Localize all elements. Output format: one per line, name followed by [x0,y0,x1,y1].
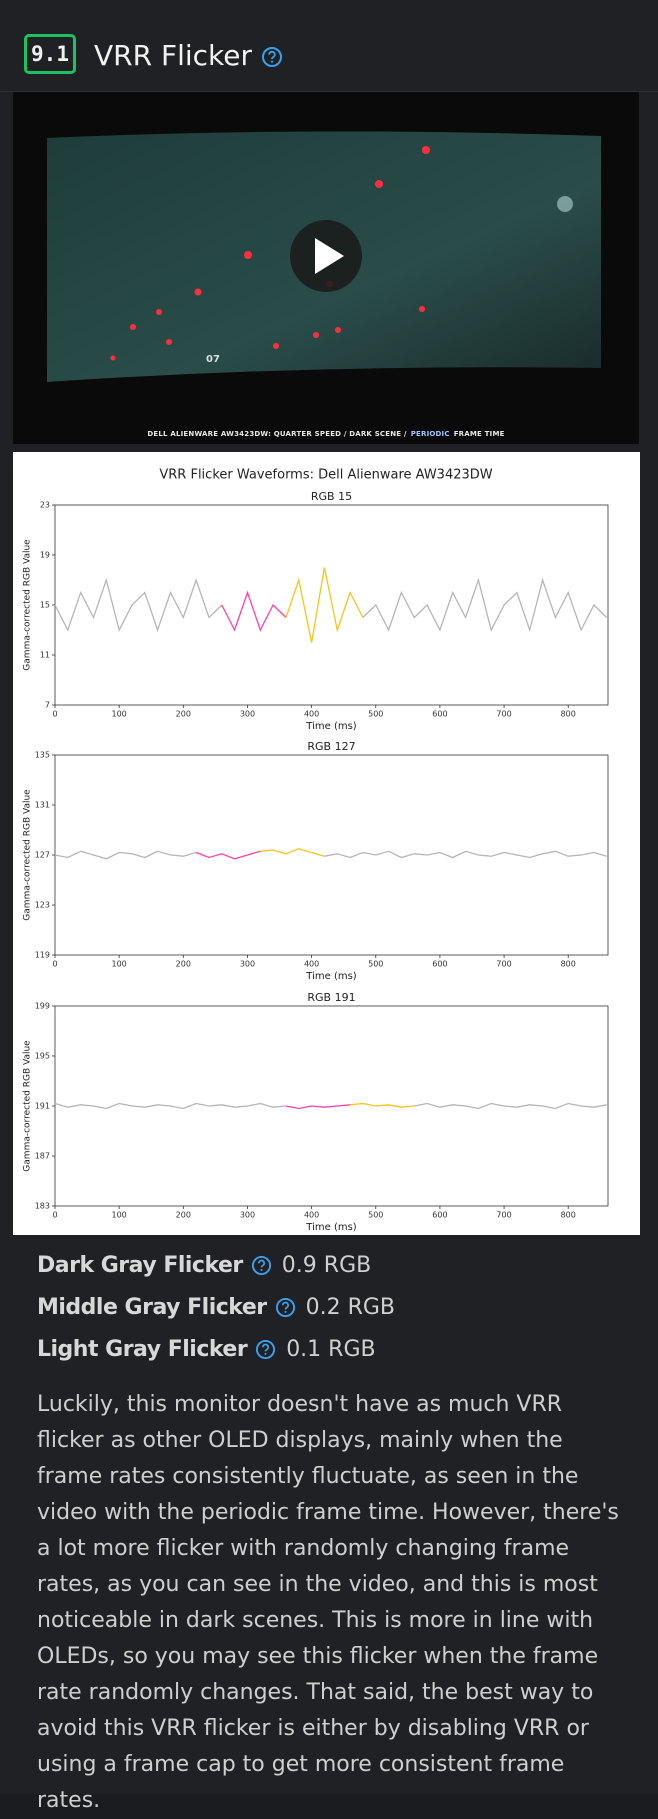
x-tick-label: 200 [176,960,191,969]
x-tick-label: 0 [52,1211,57,1220]
y-tick-label: 23 [40,501,50,510]
metric-row: Dark Gray Flicker 0.9 RGB [37,1244,395,1286]
caption-part: DELL ALIENWARE AW3423DW: QUARTER SPEED /… [147,430,407,438]
metrics: Dark Gray Flicker 0.9 RGB Middle Gray Flic… [37,1244,395,1370]
waveform-line [260,848,325,857]
y-tick-label: 131 [35,801,50,810]
x-tick-label: 700 [496,1211,511,1220]
waveform-line [285,567,364,643]
x-tick-label: 500 [368,960,383,969]
x-tick-label: 300 [240,1211,255,1220]
y-tick-label: 119 [35,951,50,960]
score-badge: 9.1 [24,34,76,74]
y-tick-label: 199 [35,1002,50,1011]
x-tick-label: 400 [304,1211,319,1220]
chart-title: RGB 15 [311,490,352,503]
y-tick-label: 15 [40,601,50,610]
y-tick-label: 19 [40,551,50,560]
y-tick-label: 187 [35,1152,50,1161]
x-tick-label: 0 [52,960,57,969]
help-icon[interactable] [261,46,283,68]
y-tick-label: 183 [35,1202,50,1211]
figure-title: VRR Flicker Waveforms: Dell Alienware AW… [159,468,492,483]
section-title-row: VRR Flicker [94,36,283,76]
x-tick-label: 400 [304,710,319,719]
x-tick-label: 500 [368,1211,383,1220]
chart-title: RGB 127 [307,740,355,753]
x-tick-label: 100 [112,960,127,969]
x-tick-label: 200 [176,1211,191,1220]
x-tick-label: 800 [561,960,576,969]
x-axis-label: Time (ms) [305,971,357,982]
y-tick-label: 135 [35,751,50,760]
help-icon[interactable] [255,1339,276,1360]
waveform-line [195,850,261,860]
metric-row: Middle Gray Flicker 0.2 RGB [37,1286,395,1328]
y-axis-label: Gamma-corrected RGB Value [23,789,33,921]
y-axis-label: Gamma-corrected RGB Value [23,1040,33,1172]
x-tick-label: 100 [112,1211,127,1220]
x-tick-label: 100 [112,710,127,719]
waveform-line [221,590,287,632]
section-header: 9.1 VRR Flicker [0,0,658,92]
x-tick-label: 0 [52,710,57,719]
y-tick-label: 191 [35,1102,50,1111]
x-tick-label: 300 [240,960,255,969]
metric-label: Dark Gray Flicker [37,1252,243,1278]
x-tick-label: 400 [304,960,319,969]
y-tick-label: 11 [40,651,50,660]
waveform-line [54,1102,607,1110]
metric-label: Middle Gray Flicker [37,1294,267,1320]
x-tick-label: 600 [432,960,447,969]
x-tick-label: 500 [368,710,383,719]
waveform-line [54,850,607,860]
waveform-figure: VRR Flicker Waveforms: Dell Alienware AW… [13,452,640,1235]
waveform-charts: VRR Flicker Waveforms: Dell Alienware AW… [23,468,609,1233]
y-tick-label: 127 [35,851,50,860]
description: Luckily, this monitor doesn't have as mu… [37,1392,619,1813]
x-tick-label: 200 [176,710,191,719]
metric-value: 0.9 RGB [281,1252,372,1278]
y-tick-label: 195 [35,1052,50,1061]
x-tick-label: 300 [240,710,255,719]
metric-row: Light Gray Flicker 0.1 RGB [37,1328,395,1370]
section-title: VRR Flicker [94,39,252,72]
y-tick-label: 7 [45,701,50,710]
help-icon[interactable] [275,1297,296,1318]
chart-title: RGB 191 [307,991,355,1004]
video-caption: DELL ALIENWARE AW3423DW: QUARTER SPEED /… [13,430,639,438]
y-tick-label: 123 [35,901,50,910]
caption-part: FRAME TIME [453,430,505,438]
metric-label: Light Gray Flicker [37,1336,248,1362]
x-axis-label: Time (ms) [305,1222,357,1233]
video-player[interactable]: 07 DELL ALIENWARE AW3423DW: QUARTER SPEE… [13,92,639,444]
metric-value: 0.2 RGB [305,1294,396,1320]
waveform-line [54,577,608,633]
metric-value: 0.1 RGB [286,1336,376,1362]
caption-highlight: PERIODIC [410,430,450,438]
x-tick-label: 800 [561,1211,576,1220]
x-tick-label: 700 [496,710,511,719]
y-axis-label: Gamma-corrected RGB Value [23,539,33,671]
x-tick-label: 700 [496,960,511,969]
x-axis-label: Time (ms) [305,721,357,732]
video-overlay-text: 07 [206,354,220,365]
x-tick-label: 600 [432,1211,447,1220]
waveform-line [285,1104,351,1110]
help-icon[interactable] [251,1255,272,1276]
waveform-line [350,1102,415,1108]
x-tick-label: 600 [432,710,447,719]
video-frame: 07 [47,131,601,382]
x-tick-label: 800 [561,710,576,719]
